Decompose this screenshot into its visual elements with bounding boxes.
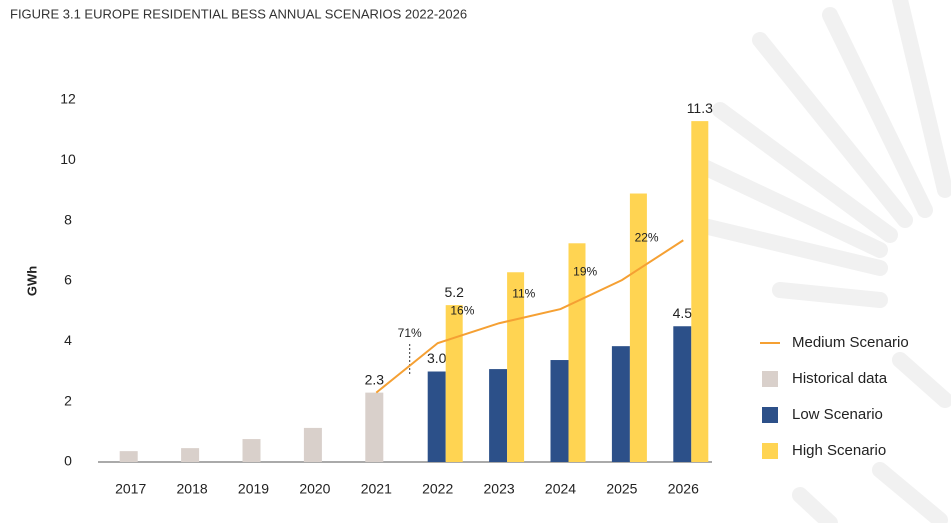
data-label: 4.5 <box>673 305 693 321</box>
y-tick-label: 10 <box>60 151 76 167</box>
x-tick-label: 2021 <box>361 481 392 497</box>
y-tick-label: 0 <box>64 453 72 469</box>
bar <box>550 360 569 462</box>
x-tick-label: 2024 <box>545 481 576 497</box>
bar <box>181 448 200 462</box>
y-tick-label: 8 <box>64 211 72 227</box>
line <box>375 239 684 394</box>
x-tick-label: 2026 <box>668 481 699 497</box>
legend-label: Low Scenario <box>792 406 883 423</box>
legend-label: High Scenario <box>792 442 886 459</box>
chart-title: FIGURE 3.1 EUROPE RESIDENTIAL BESS ANNUA… <box>10 6 467 21</box>
data-label: 5.2 <box>444 284 464 300</box>
legend-swatch <box>762 371 778 387</box>
growth-label: 19% <box>573 265 597 279</box>
bar <box>489 369 508 462</box>
x-tick-label: 2023 <box>484 481 515 497</box>
bar <box>691 121 709 462</box>
x-tick-label: 2019 <box>238 481 269 497</box>
y-tick-label: 6 <box>64 272 72 288</box>
growth-label: 22% <box>635 230 659 244</box>
x-tick-label: 2018 <box>177 481 208 497</box>
x-tick-label: 2017 <box>115 481 146 497</box>
legend-label: Historical data <box>792 370 888 387</box>
bar <box>629 193 647 462</box>
data-label: 2.3 <box>365 371 385 387</box>
bar <box>427 371 446 462</box>
x-tick-label: 2025 <box>606 481 637 497</box>
bar <box>568 243 586 462</box>
y-axis-label: GWh <box>24 266 39 296</box>
data-label: 11.3 <box>687 100 713 116</box>
growth-label: 11% <box>512 286 535 300</box>
legend-swatch <box>762 407 778 423</box>
bar <box>673 326 692 462</box>
y-tick-label: 2 <box>64 392 72 408</box>
bar <box>445 305 463 462</box>
legend-label: Medium Scenario <box>792 334 909 351</box>
growth-label: 71% <box>398 326 422 340</box>
bar <box>507 272 525 462</box>
x-tick-label: 2022 <box>422 481 453 497</box>
bar <box>365 392 384 462</box>
data-label: 3.0 <box>427 350 447 366</box>
growth-label: 16% <box>450 303 474 317</box>
bar <box>242 439 261 462</box>
legend-swatch <box>762 443 778 459</box>
bar <box>303 427 322 462</box>
bar <box>119 451 138 462</box>
x-tick-label: 2020 <box>299 481 330 497</box>
y-tick-label: 12 <box>60 91 76 107</box>
y-tick-label: 4 <box>64 332 72 348</box>
bar <box>611 346 630 462</box>
decoration <box>692 0 951 523</box>
